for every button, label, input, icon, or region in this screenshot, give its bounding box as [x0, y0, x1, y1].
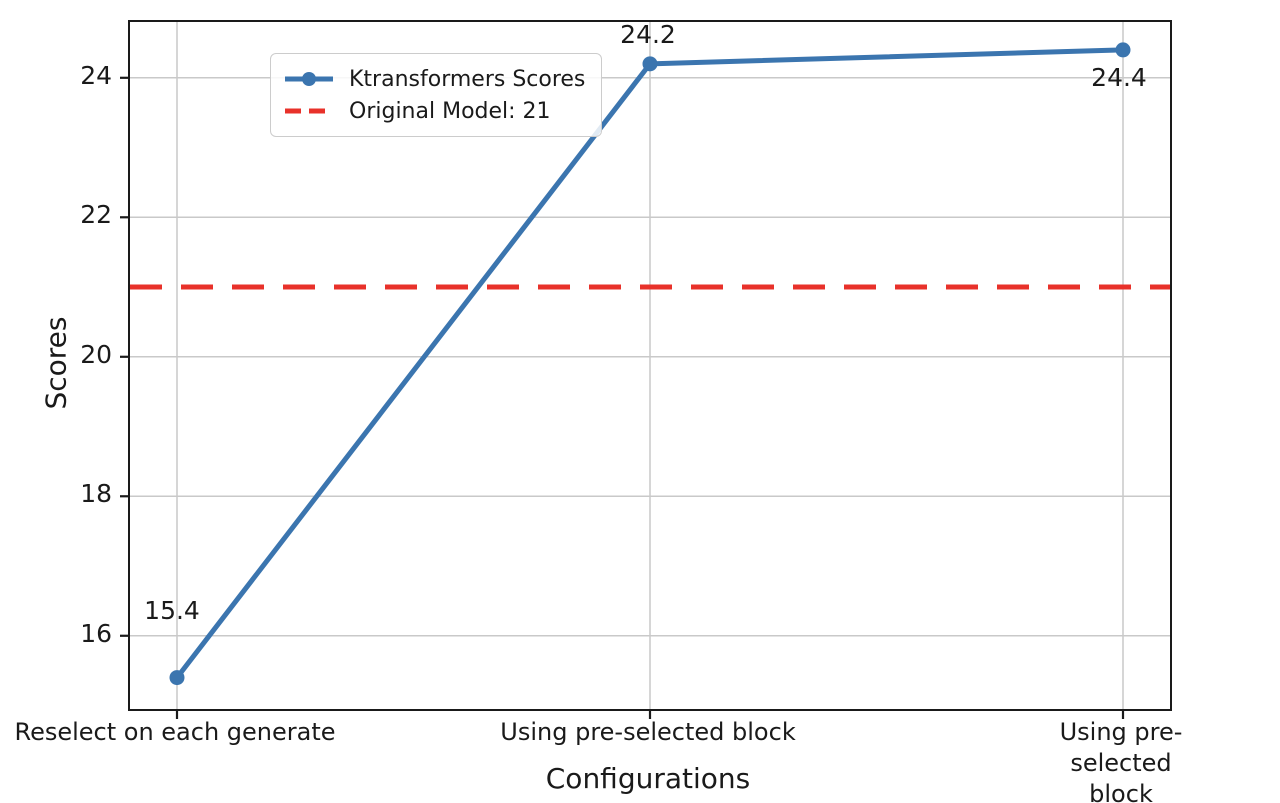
x-axis-label: Configurations — [545, 762, 751, 795]
y-tick-label: 22 — [80, 200, 112, 230]
dashed-line-icon — [285, 108, 333, 114]
data-point-marker — [642, 56, 658, 72]
x-tick-label: Reselect on each generate — [14, 718, 336, 746]
legend: Ktransformers Scores Original Model: 21 — [270, 53, 603, 137]
data-label: 24.4 — [1091, 62, 1147, 92]
x-tick-label: Using pre-selected block — [500, 718, 796, 746]
legend-entry: Ktransformers Scores — [283, 63, 585, 95]
legend-label: Ktransformers Scores — [349, 66, 586, 92]
y-tick-label: 16 — [80, 618, 112, 648]
line-marker-icon — [285, 72, 333, 86]
y-tick-label: 18 — [80, 479, 112, 509]
y-tick-label: 24 — [80, 60, 112, 90]
y-tick-label: 20 — [80, 339, 112, 369]
data-point-marker — [1115, 42, 1131, 58]
data-label: 15.4 — [144, 595, 200, 625]
plot-area: Ktransformers Scores Original Model: 21 — [120, 20, 1172, 719]
legend-entry: Original Model: 21 — [283, 95, 585, 127]
plot-canvas — [120, 22, 1170, 719]
data-label: 24.2 — [620, 19, 676, 49]
x-tick-label: Using pre-selected block First two layer… — [1059, 718, 1183, 803]
legend-label: Original Model: 21 — [349, 98, 551, 124]
data-point-marker — [169, 670, 185, 686]
